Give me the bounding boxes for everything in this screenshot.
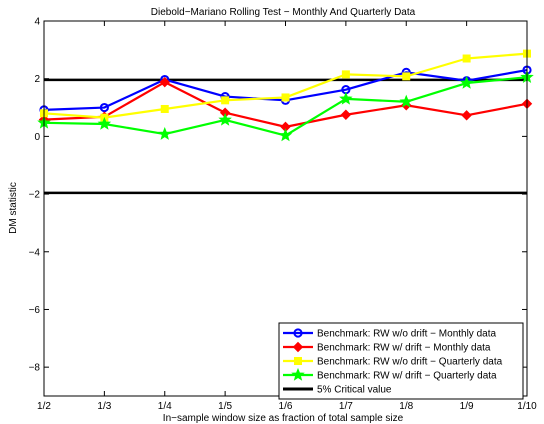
plot-area: 4 2 0 −2 −4 −6 −8 1/2 1/3 1/4 1/5 1/6 1/7 1/8 1/9 1/10 [29,17,538,413]
y-tick-label: 2 [34,74,40,85]
legend-swatch-marker [291,367,305,381]
series-4-point [459,75,474,89]
legend-entry-label: 5% Critical value [317,385,392,396]
y-tick-label: 4 [34,17,40,28]
series-4-point [97,116,112,130]
legend-entry-label: Benchmark: RW w/ drift − Monthly data [317,343,491,354]
legend-entry-label: Benchmark: RW w/o drift − Quarterly data [317,357,503,368]
x-tick-label: 1/4 [158,401,172,412]
x-tick-label: 1/9 [460,401,474,412]
series-2-point [461,110,472,121]
series-2-point [340,109,352,120]
series-2-point [159,76,170,88]
series-3-point [221,96,230,105]
x-tick-label: 1/10 [517,401,537,412]
y-tick-label: −2 [29,190,41,201]
series-1-point [99,102,109,113]
x-tick-label: 1/6 [279,401,293,412]
legend-box [278,322,524,400]
series-3-point [160,104,169,113]
series-4-point [278,128,293,142]
legend-swatch-marker [293,328,303,338]
x-tick-label: 1/2 [37,401,51,412]
series-3-point [462,54,471,63]
legend-entry-label: Benchmark: RW w/ drift − Quarterly data [317,371,497,382]
y-tick-label: −8 [29,363,41,374]
y-tick-label: −4 [29,247,41,258]
series-3-point [402,72,411,81]
series-4-point [339,91,353,105]
x-tick-label: 1/3 [97,401,111,412]
series-3-point [341,70,350,79]
y-tick-label: −6 [29,305,41,316]
x-axis-title: In−sample window size as fraction of tot… [163,413,404,424]
series-3-point [281,93,290,102]
legend-entry-label: Benchmark: RW w/o drift − Monthly data [317,329,496,340]
y-tick-label: 0 [34,132,40,143]
series-4-point [399,94,414,108]
y-axis-title: DM statistic [8,182,19,234]
x-tick-label: 1/8 [399,401,413,412]
chart-title: Diebold−Mariano Rolling Test − Monthly A… [151,7,416,18]
series-4-point [218,112,232,126]
series-4-point [157,126,172,140]
legend-swatch-marker [294,357,302,365]
legend: Benchmark: RW w/o drift − Monthly data Be… [278,322,524,400]
x-tick-label: 1/5 [218,401,232,412]
x-tick-label: 1/7 [339,401,353,412]
legend-swatch-marker [292,341,304,353]
